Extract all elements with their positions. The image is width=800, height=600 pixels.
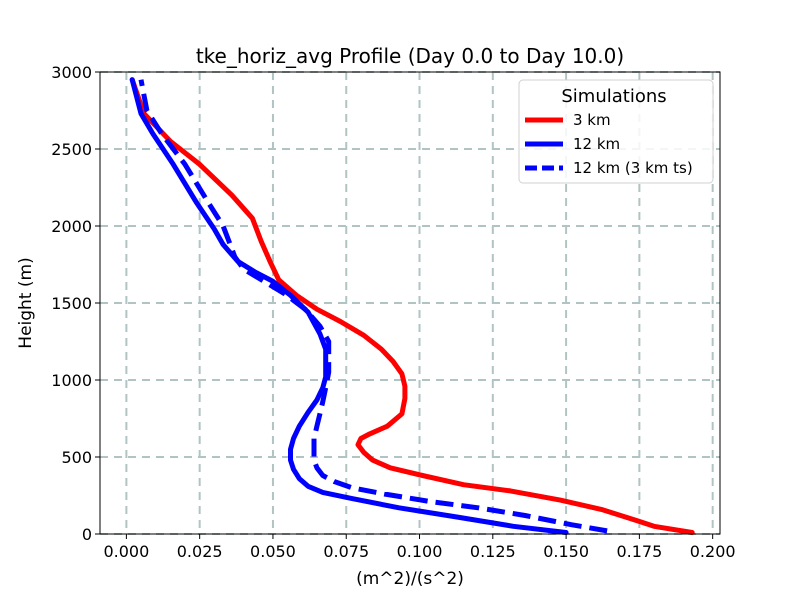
legend-label-2: 12 km: [573, 135, 620, 153]
chart-title: tke_horiz_avg Profile (Day 0.0 to Day 10…: [196, 44, 624, 68]
grid: [100, 71, 720, 535]
y-tick-label: 2000: [51, 217, 92, 236]
x-tick-label: 0.175: [616, 542, 662, 561]
y-axis-ticks: 0 500 1000 1500 2000 2500 3000: [51, 63, 100, 544]
x-axis-label: (m^2)/(s^2): [356, 569, 464, 589]
legend-label-3: 12 km (3 km ts): [573, 159, 693, 177]
y-axis-label: Height (m): [16, 257, 36, 348]
y-tick-label: 1500: [51, 294, 92, 313]
legend[interactable]: Simulations 3 km 12 km 12 km (3 km ts): [518, 79, 714, 184]
series-line-1: [129, 77, 695, 535]
y-tick-label: 0: [82, 525, 92, 544]
x-tick-label: 0.000: [103, 542, 149, 561]
x-tick-label: 0.025: [177, 542, 223, 561]
legend-title: Simulations: [561, 86, 666, 107]
series-line-2: [129, 77, 569, 535]
y-tick-label: 500: [61, 448, 92, 467]
y-tick-label: 3000: [51, 63, 92, 82]
x-tick-label: 0.050: [250, 542, 296, 561]
legend-label-1: 3 km: [573, 111, 611, 129]
y-tick-label: 1000: [51, 371, 92, 390]
x-tick-label: 0.150: [543, 542, 589, 561]
x-tick-label: 0.075: [323, 542, 369, 561]
y-tick-label: 2500: [51, 140, 92, 159]
legend-entries: 3 km 12 km 12 km (3 km ts): [525, 111, 693, 177]
x-tick-label: 0.100: [397, 542, 443, 561]
series-layer: [129, 77, 695, 535]
x-tick-label: 0.125: [470, 542, 516, 561]
x-tick-label: 0.200: [690, 542, 736, 561]
series-line-3: [138, 79, 608, 534]
x-axis-ticks: 0.000 0.025 0.050 0.075 0.100 0.125 0.150 0.175…: [103, 534, 736, 561]
legend-box: [518, 79, 714, 184]
